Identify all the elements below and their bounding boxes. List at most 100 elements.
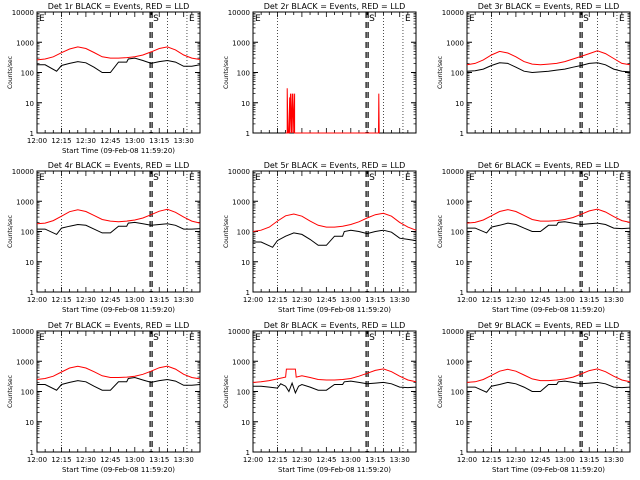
- marker-label: E: [189, 14, 195, 24]
- y-axis-label: Counts/sec: [7, 375, 14, 408]
- y-tick-label: 1000: [16, 358, 34, 366]
- x-tick-label: 13:15: [365, 296, 385, 304]
- series-events-line: [466, 62, 631, 74]
- x-tick-label: 12:00: [27, 137, 47, 145]
- marker-label: E: [255, 333, 261, 343]
- series-lld-line: [252, 212, 417, 232]
- y-axis-label: Counts/sec: [437, 375, 444, 408]
- chart-title: Det 2r BLACK = Events, RED = LLD: [264, 2, 406, 11]
- chart-panel-6: Det 6r BLACK = Events, RED = LLD Counts/s…: [437, 161, 631, 314]
- chart-panel-1: Det 1r BLACK = Events, RED = LLD Counts/s…: [7, 2, 201, 155]
- x-tick-label: 13:30: [174, 296, 194, 304]
- x-axis-label: Start Time (09-Feb-08 11:59:20): [62, 147, 175, 155]
- marker-label: E: [619, 14, 625, 24]
- y-tick-label: 1: [30, 130, 34, 138]
- y-axis-label: Counts/sec: [437, 56, 444, 89]
- x-tick-label: 12:00: [457, 456, 477, 464]
- y-tick-label: 10: [25, 100, 34, 108]
- x-tick-label: 12:00: [27, 456, 47, 464]
- y-tick-label: 1000: [16, 39, 34, 47]
- x-tick-label: 13:00: [341, 296, 361, 304]
- x-axis-label: Start Time (09-Feb-08 11:59:20): [278, 466, 391, 474]
- chart-title: Det 3r BLACK = Events, RED = LLD: [478, 2, 620, 11]
- x-tick-label: 13:15: [365, 456, 385, 464]
- marker-label: S: [583, 333, 589, 343]
- y-tick-label: 100: [451, 389, 464, 397]
- x-tick-label: 12:15: [481, 296, 501, 304]
- x-tick-label: 12:00: [457, 296, 477, 304]
- y-tick-label: 10000: [442, 328, 464, 336]
- x-tick-label: 13:30: [604, 456, 624, 464]
- y-axis-label: Counts/sec: [7, 56, 14, 89]
- x-tick-label: 12:00: [243, 296, 263, 304]
- y-tick-label: 1000: [232, 358, 250, 366]
- series-events-line: [253, 229, 417, 248]
- x-axis-label: Start Time (09-Feb-08 11:59:20): [278, 306, 391, 314]
- chart-panel-2: Det 2r BLACK = Events, RED = LLD Counts/s…: [223, 2, 417, 138]
- series-lld-line: [466, 368, 631, 383]
- y-tick-label: 10000: [228, 168, 250, 176]
- chart-title: Det 6r BLACK = Events, RED = LLD: [478, 161, 620, 170]
- y-tick-label: 10000: [228, 9, 250, 17]
- x-tick-label: 13:15: [149, 296, 169, 304]
- series-lld-line: [466, 208, 631, 224]
- x-tick-label: 13:00: [555, 296, 575, 304]
- x-tick-label: 13:00: [555, 456, 575, 464]
- y-tick-label: 10: [241, 100, 250, 108]
- y-tick-label: 10000: [12, 9, 34, 17]
- chart-title: Det 8r BLACK = Events, RED = LLD: [264, 321, 406, 330]
- x-tick-label: 12:45: [100, 296, 120, 304]
- y-tick-label: 1: [460, 130, 464, 138]
- y-tick-label: 100: [21, 389, 34, 397]
- series-lld-line: [466, 50, 631, 66]
- marker-label: S: [583, 173, 589, 183]
- series-events-line: [467, 221, 631, 234]
- marker-label: S: [369, 14, 375, 24]
- y-tick-label: 100: [237, 70, 250, 78]
- x-tick-label: 13:30: [390, 296, 410, 304]
- y-tick-label: 100: [21, 70, 34, 78]
- x-tick-label: 12:30: [506, 296, 526, 304]
- x-tick-label: 13:00: [125, 137, 145, 145]
- series-events-line: [37, 57, 201, 73]
- y-axis-label: Counts/sec: [223, 56, 230, 89]
- y-tick-label: 1000: [446, 358, 464, 366]
- y-tick-label: 10: [25, 259, 34, 267]
- y-tick-label: 10: [241, 259, 250, 267]
- x-tick-label: 12:15: [267, 296, 287, 304]
- marker-label: E: [189, 173, 195, 183]
- x-tick-label: 12:30: [76, 296, 96, 304]
- marker-label: E: [39, 14, 45, 24]
- x-tick-label: 13:30: [390, 456, 410, 464]
- x-tick-label: 13:00: [125, 296, 145, 304]
- x-tick-label: 12:30: [506, 456, 526, 464]
- y-tick-label: 1000: [446, 39, 464, 47]
- x-tick-label: 12:15: [51, 456, 71, 464]
- marker-label: E: [255, 14, 261, 24]
- series-lld-line: [36, 365, 201, 380]
- x-tick-label: 12:00: [243, 456, 263, 464]
- y-tick-label: 10000: [228, 328, 250, 336]
- x-tick-label: 12:45: [316, 456, 336, 464]
- chart-title: Det 1r BLACK = Events, RED = LLD: [48, 2, 190, 11]
- chart-title: Det 4r BLACK = Events, RED = LLD: [48, 161, 190, 170]
- y-tick-label: 1: [460, 289, 464, 297]
- y-tick-label: 10: [455, 259, 464, 267]
- x-axis-label: Start Time (09-Feb-08 11:59:20): [492, 306, 605, 314]
- y-tick-label: 1000: [16, 198, 34, 206]
- x-tick-label: 12:30: [292, 456, 312, 464]
- series-lld-line: [285, 88, 380, 134]
- x-tick-label: 12:15: [267, 456, 287, 464]
- y-tick-label: 10: [455, 100, 464, 108]
- y-axis-label: Counts/sec: [7, 215, 14, 248]
- marker-label: S: [369, 173, 375, 183]
- x-tick-label: 12:30: [76, 456, 96, 464]
- x-tick-label: 12:45: [316, 296, 336, 304]
- x-tick-label: 13:30: [174, 456, 194, 464]
- y-tick-label: 1: [460, 449, 464, 457]
- series-lld-line: [252, 368, 417, 383]
- x-tick-label: 12:45: [100, 137, 120, 145]
- y-tick-label: 10000: [442, 168, 464, 176]
- x-tick-label: 13:30: [174, 137, 194, 145]
